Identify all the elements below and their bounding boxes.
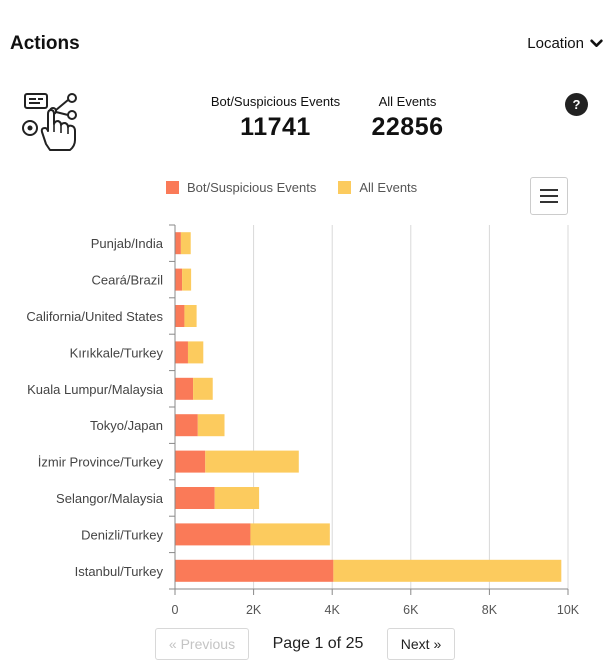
bot-events-label: Bot/Suspicious Events [210, 94, 341, 109]
x-tick-label: 8K [482, 603, 498, 617]
chart-legend: Bot/Suspicious Events All Events [166, 180, 417, 195]
all-events-label: All Events [378, 94, 437, 109]
bar-all-9 [333, 559, 562, 582]
legend-label-bot: Bot/Suspicious Events [187, 180, 317, 195]
category-label: Kuala Lumpur/Malaysia [27, 382, 164, 397]
bar-all-5 [197, 414, 225, 437]
bar-all-2 [184, 305, 197, 327]
category-label: Punjab/India [91, 236, 164, 251]
bar-bot-1 [175, 268, 183, 291]
bar-all-3 [187, 341, 204, 364]
bar-chart: Punjab/India Ceará/Brazil California/Unite… [26, 224, 580, 617]
previous-page-button[interactable]: « Previous [155, 628, 249, 660]
legend-swatch-all [338, 181, 352, 194]
bar-bot-5 [175, 414, 198, 437]
pagination: « Previous Page 1 of 25 Next » [155, 628, 455, 660]
bot-events-stat: Bot/Suspicious Events 11741 [198, 94, 353, 142]
next-page-button[interactable]: Next » [387, 628, 455, 660]
bar-all-6 [205, 450, 299, 473]
category-label: Istanbul/Turkey [75, 564, 164, 579]
bar-all-1 [182, 268, 192, 291]
location-dropdown[interactable]: Location [527, 35, 603, 52]
bar-all-8 [250, 523, 330, 546]
bar-all-0 [180, 232, 191, 255]
actions-touch-icon [22, 93, 77, 151]
category-label: Ceará/Brazil [91, 273, 163, 288]
category-label: İzmir Province/Turkey [38, 455, 164, 470]
bar-bot-0 [175, 232, 181, 255]
bar-all-4 [193, 377, 213, 400]
page-indicator: Page 1 of 25 [272, 635, 364, 652]
chevron-down-icon [590, 39, 603, 47]
bar-bot-3 [175, 341, 188, 364]
bar-bot-8 [175, 523, 251, 546]
category-label: Kırıkkale/Turkey [70, 345, 164, 360]
bar-bot-7 [175, 487, 215, 509]
bar-bot-4 [175, 377, 194, 400]
x-tick-label: 2K [246, 603, 262, 617]
bar-bot-6 [175, 450, 206, 473]
bar-bot-2 [175, 305, 185, 327]
chart-menu-button[interactable] [530, 177, 568, 215]
category-label: California/United States [26, 309, 163, 324]
x-tick-label: 10K [557, 603, 580, 617]
x-tick-label: 4K [325, 603, 341, 617]
bar-all-7 [214, 487, 260, 509]
x-tick-label: 6K [403, 603, 419, 617]
legend-swatch-bot [166, 181, 179, 194]
bar-bot-9 [175, 559, 334, 582]
help-icon[interactable]: ? [565, 93, 588, 116]
page-title: Actions [10, 33, 80, 54]
all-events-value: 22856 [371, 113, 444, 141]
legend-item-all[interactable]: All Events [338, 180, 417, 195]
category-label: Denizli/Turkey [81, 527, 163, 542]
location-dropdown-label: Location [527, 35, 584, 52]
bot-events-value: 11741 [240, 113, 311, 141]
category-label: Selangor/Malaysia [56, 491, 164, 506]
all-events-stat: All Events 22856 [360, 94, 455, 142]
hamburger-menu-icon [540, 189, 558, 203]
category-label: Tokyo/Japan [90, 418, 163, 433]
x-tick-label: 0 [172, 603, 179, 617]
legend-label-all: All Events [359, 180, 418, 195]
legend-item-bot[interactable]: Bot/Suspicious Events [166, 180, 316, 195]
